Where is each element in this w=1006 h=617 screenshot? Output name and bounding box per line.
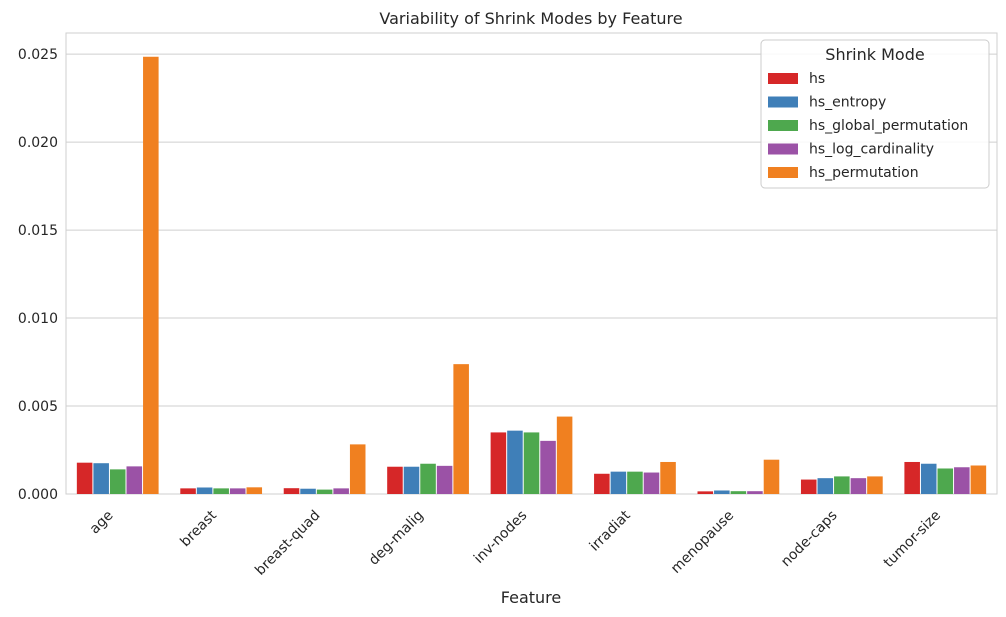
legend-swatch (768, 73, 798, 84)
x-tick-label: inv-nodes (471, 508, 530, 567)
bar-hs-global-permutation-breast (213, 488, 229, 494)
bar-hs-global-permutation-node-caps (834, 476, 850, 494)
bar-hs-entropy-inv-nodes (507, 430, 523, 494)
y-tick-label: 0.015 (18, 223, 58, 239)
y-tick-label: 0.020 (18, 135, 58, 151)
bar-hs-global-permutation-age (109, 469, 126, 494)
chart-title: Variability of Shrink Modes by Feature (379, 9, 682, 28)
bar-hs-permutation-breast-quad (349, 444, 366, 494)
bar-hs-global-permutation-menopause (730, 491, 747, 494)
bar-hs-permutation-node-caps (867, 476, 883, 494)
x-axis: age breast breast-quad deg-malig inv-nodes ir… (87, 507, 944, 578)
legend-swatch (768, 143, 798, 155)
bar-hs-irradiat (594, 473, 610, 494)
bar-hs-permutation-deg-malig (453, 364, 469, 494)
bar-hs-permutation-breast (246, 487, 263, 494)
y-tick-label: 0.025 (18, 47, 58, 63)
bar-hs-entropy-menopause (714, 490, 730, 494)
x-tick-label: breast (177, 507, 220, 550)
bar-hs-log-cardinality-deg-malig (436, 465, 453, 494)
bar-hs-entropy-deg-malig (403, 466, 420, 494)
bar-hs-log-cardinality-irradiat (643, 472, 660, 494)
x-tick-label: age (87, 508, 117, 538)
x-axis-label: Feature (501, 588, 561, 607)
gridlines (65, 32, 998, 495)
x-tick-label: irradiat (587, 507, 634, 554)
bar-hs-permutation-age (143, 56, 159, 495)
bar-hs-log-cardinality-menopause (747, 491, 763, 494)
bar-hs-permutation-tumor-size (970, 465, 987, 494)
bar-hs-permutation-irradiat (660, 461, 676, 494)
bar-hs-global-permutation-irradiat (627, 471, 643, 494)
bar-hs-global-permutation-inv-nodes (523, 432, 540, 494)
bar-hs-node-caps (800, 479, 817, 494)
bar-hs-log-cardinality-breast (229, 488, 246, 494)
x-tick-label: menopause (668, 508, 737, 577)
bar-hs-log-cardinality-inv-nodes (540, 440, 556, 494)
bar-hs-permutation-inv-nodes (556, 416, 573, 494)
bars (76, 56, 987, 495)
bar-hs-global-permutation-breast-quad (316, 489, 333, 494)
y-tick-label: 0.010 (18, 311, 58, 327)
legend-title: Shrink Mode (825, 45, 924, 64)
legend-box (760, 39, 990, 189)
x-tick-label: deg-malig (366, 508, 427, 569)
y-axis: 0.000 0.005 0.010 0.015 0.020 0.025 (18, 47, 58, 503)
bar-hs-inv-nodes (490, 432, 507, 494)
legend-swatch (768, 167, 798, 178)
bar-hs-log-cardinality-breast-quad (333, 488, 349, 494)
y-tick-label: 0.000 (18, 487, 58, 503)
legend-entry: hs_global_permutation (809, 118, 968, 134)
legend-entry: hs_entropy (809, 95, 886, 111)
x-tick-label: node-caps (778, 508, 841, 571)
bar-hs-breast (180, 488, 196, 494)
bar-hs-entropy-tumor-size (920, 463, 937, 494)
bar-hs-tumor-size (904, 461, 920, 494)
bar-hs-menopause (697, 491, 714, 494)
bar-hs-log-cardinality-age (126, 466, 143, 494)
legend-entry: hs (809, 71, 825, 87)
bar-hs-global-permutation-deg-malig (420, 463, 436, 494)
bar-hs-entropy-breast (196, 487, 213, 494)
legend-swatch (768, 96, 798, 108)
bar-hs-age (76, 462, 93, 494)
bar-hs-entropy-breast-quad (300, 488, 316, 494)
bar-hs-log-cardinality-node-caps (850, 478, 867, 494)
y-tick-label: 0.005 (18, 399, 58, 415)
legend-swatch (768, 120, 798, 131)
bar-hs-global-permutation-tumor-size (937, 468, 954, 494)
bar-hs-deg-malig (387, 466, 403, 494)
x-tick-label: tumor-size (881, 508, 944, 571)
legend-entry: hs_log_cardinality (809, 142, 934, 158)
bar-hs-breast-quad (283, 488, 300, 494)
bar-hs-permutation-menopause (763, 459, 780, 494)
bar-hs-entropy-irradiat (610, 471, 627, 494)
bar-hs-entropy-age (93, 463, 109, 494)
x-tick-label: breast-quad (252, 508, 323, 579)
bar-hs-entropy-node-caps (817, 478, 834, 494)
legend-entry: hs_permutation (809, 165, 919, 181)
bar-hs-log-cardinality-tumor-size (954, 467, 970, 494)
